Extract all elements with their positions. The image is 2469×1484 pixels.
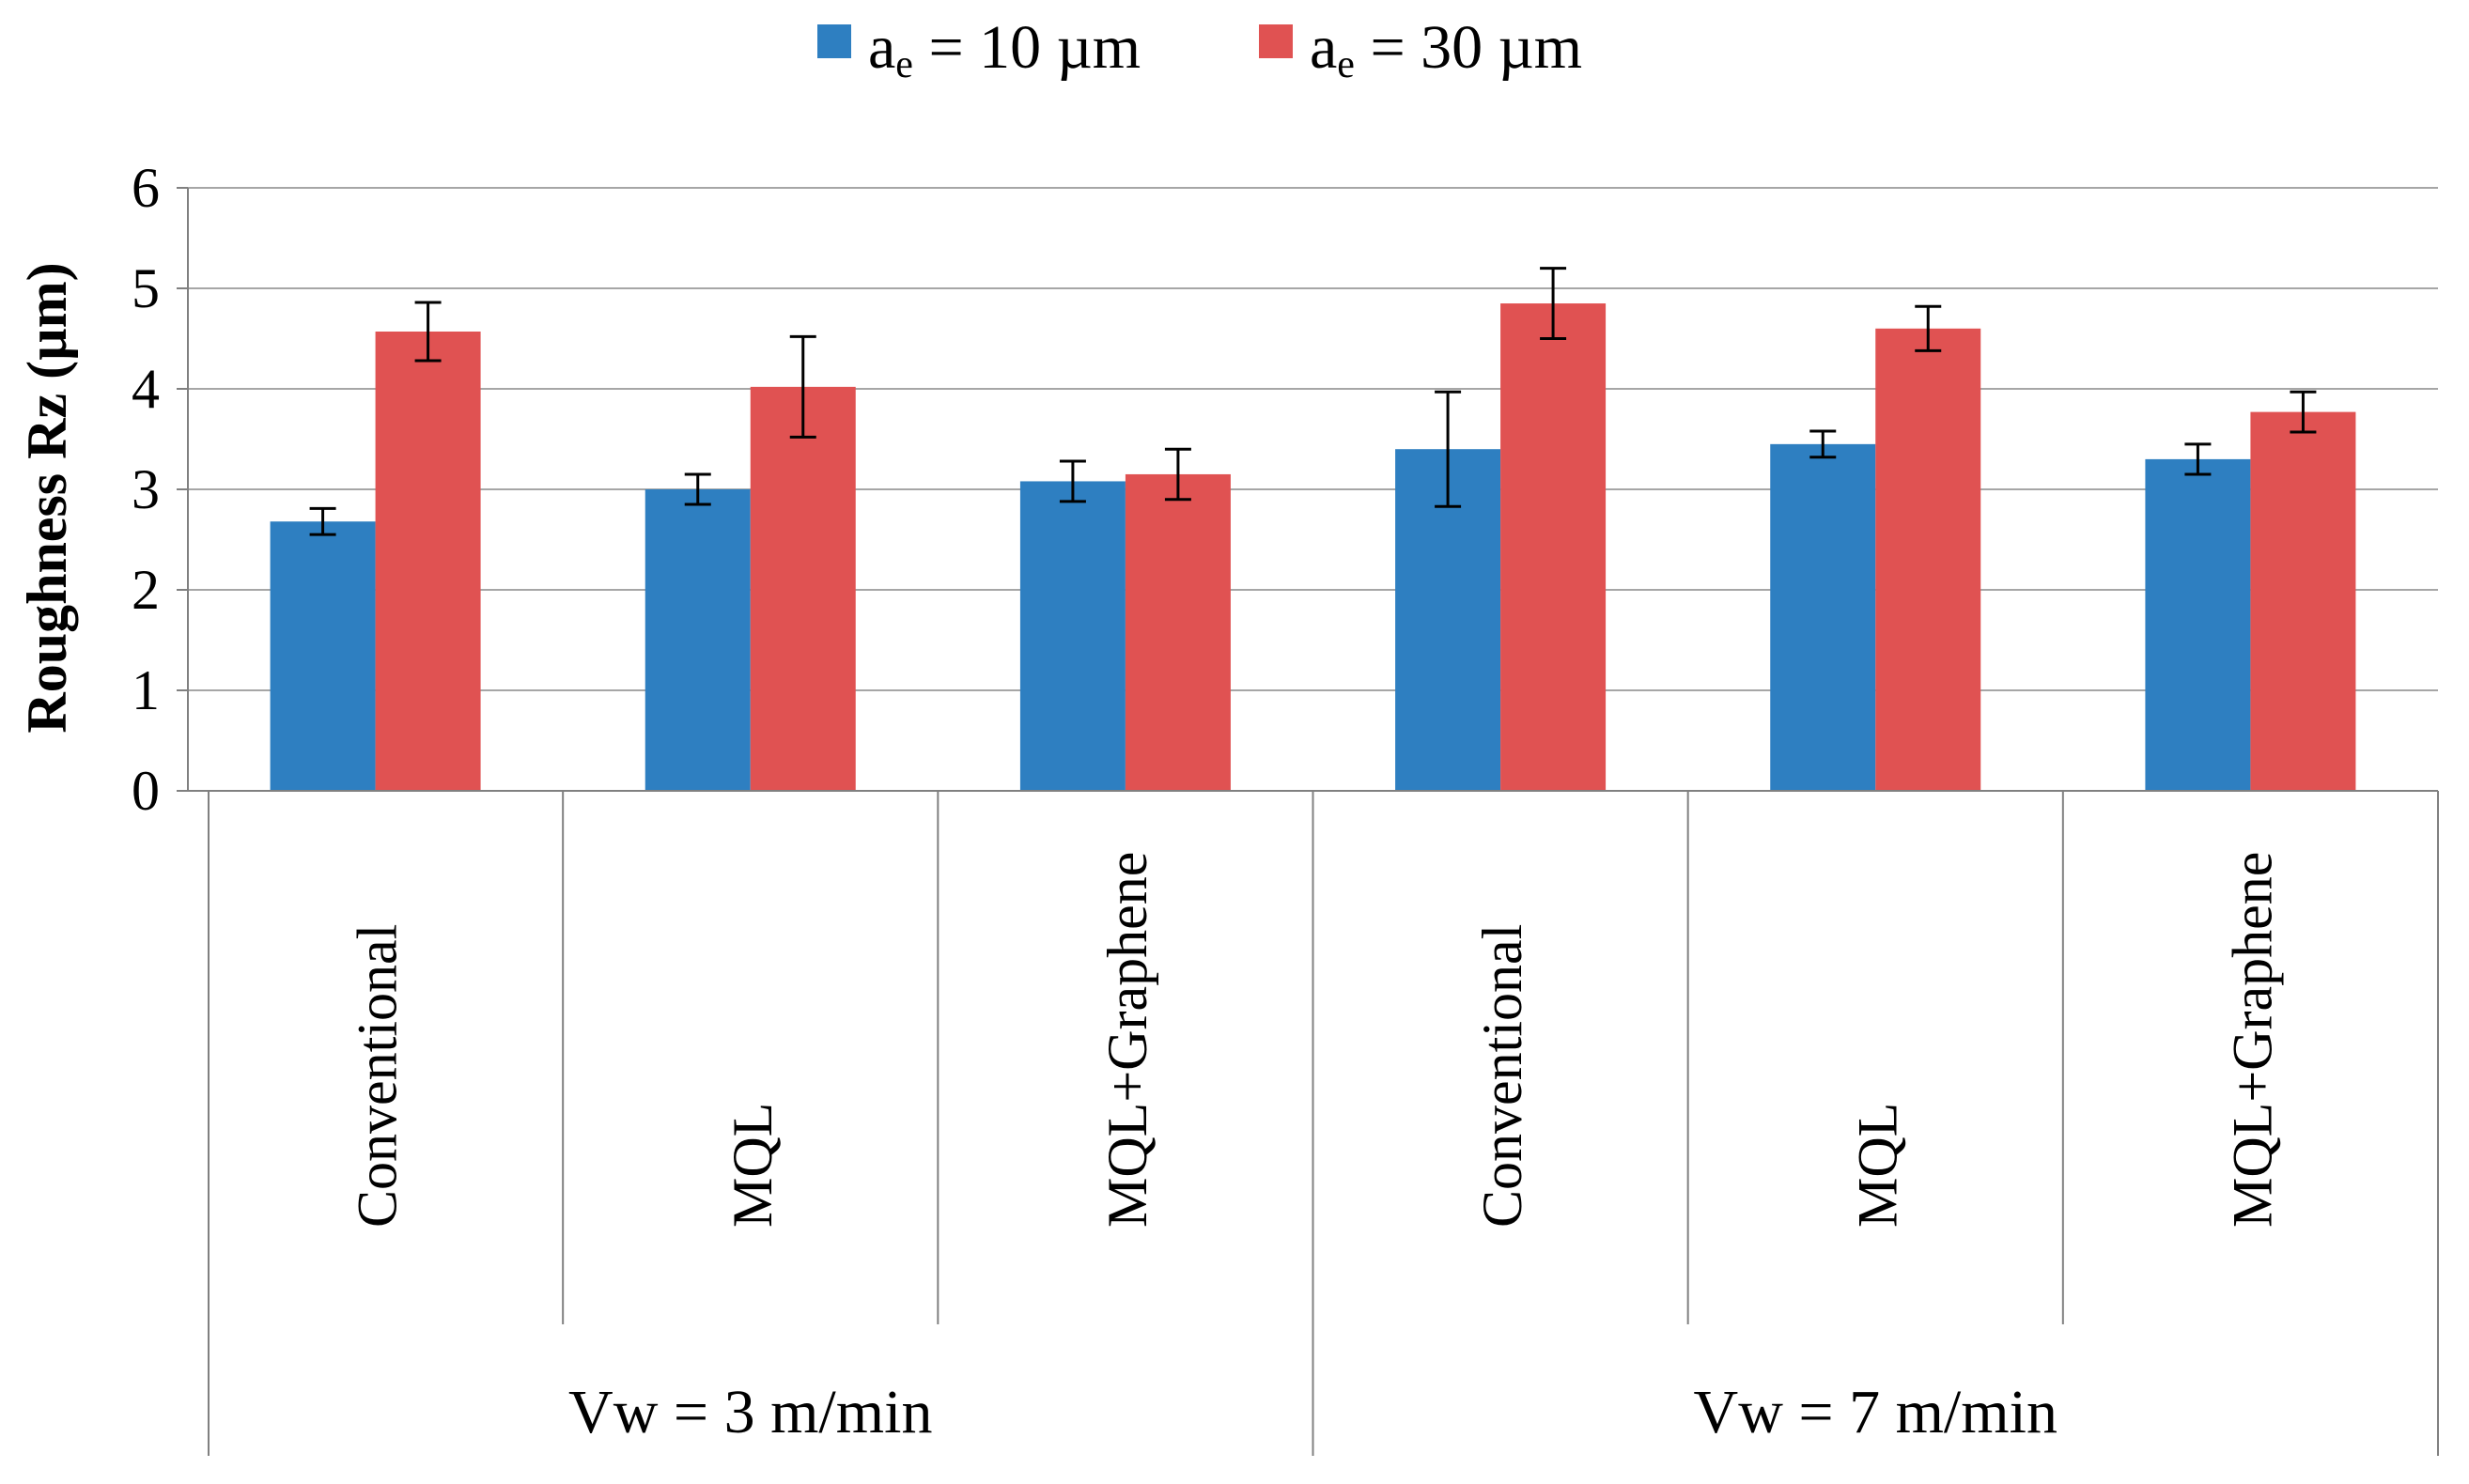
y-tick-label: 2 [132,559,160,621]
legend-swatch-series-2 [1259,24,1293,58]
legend-label-series-1: ae = 10 µm [868,13,1141,86]
legend-item-series-2: ae = 30 µm [1259,13,1582,86]
legend: ae = 10 µm ae = 30 µm [817,13,1582,86]
bar-series-2 [375,332,481,791]
y-tick-label: 3 [132,458,160,520]
bar-series-2 [750,386,856,791]
legend-item-series-1: ae = 10 µm [817,13,1141,86]
y-tick-label: 1 [132,659,160,721]
error-bar-series-2 [1164,447,1191,502]
error-bars [309,267,2317,536]
bars [270,303,2356,791]
error-bar-series-1 [1435,390,1462,508]
x-category-label: MQL+Graphene [1096,852,1158,1228]
bar-series-2 [1125,473,1231,791]
legend-label-series-2: ae = 30 µm [1310,13,1582,86]
x-category-label: MQL [722,1103,784,1228]
y-tick-label: 4 [132,358,160,420]
x-axis-labels: Conventional MQL MQL+Graphene Conventional M… [347,852,2284,1446]
x-category-label: MQL+Graphene [2221,852,2283,1228]
bar-series-2 [2250,411,2356,791]
x-category-label: MQL [1846,1103,1908,1228]
x-category-label: Conventional [1471,924,1533,1228]
error-bar-series-1 [2184,442,2212,476]
bar-series-1 [2145,458,2251,791]
error-bar-series-2 [2290,390,2317,434]
x-category-label: Conventional [347,924,409,1228]
error-bar-series-2 [1540,267,1567,340]
bar-series-2 [1875,328,1981,791]
y-axis-label: Roughness Rz (µm) [16,262,78,733]
error-bar-series-2 [414,301,442,363]
y-tick-label: 6 [132,157,160,219]
y-axis-ticks: 0 1 2 3 4 5 6 [132,157,188,822]
error-bar-series-1 [1059,459,1086,503]
bar-series-1 [644,489,751,791]
error-bar-series-1 [309,506,336,536]
bar-series-2 [1500,303,1607,791]
x-group-label: Vw = 7 m/min [1694,1378,2058,1446]
error-bar-series-2 [1915,304,1942,352]
x-axis [187,188,2439,1456]
x-group-label: Vw = 3 m/min [568,1378,932,1446]
bar-series-1 [270,521,376,791]
bar-series-1 [1770,443,1876,791]
y-tick-label: 5 [132,257,160,319]
legend-swatch-series-1 [817,24,851,58]
error-bar-series-1 [1809,429,1837,459]
y-tick-label: 0 [132,760,160,822]
error-bar-series-1 [684,472,711,506]
gridlines [188,187,2438,792]
bar-series-1 [1019,481,1126,791]
error-bar-series-2 [789,334,816,439]
